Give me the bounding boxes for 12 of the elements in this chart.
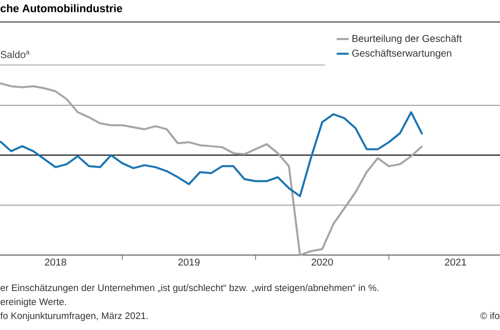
- text: ereinigte Werte.: [0, 298, 66, 307]
- x-tick-label: 2019: [178, 258, 200, 266]
- text: © ifo: [480, 312, 500, 320]
- x-tick-label: 2021: [444, 258, 466, 266]
- x-tick-label: 2020: [312, 258, 333, 266]
- text: er Einschätzungen der Unternehmen „ist gut/schlecht“ bzw. „wird steigen/abnehmen“ in %.: [0, 284, 378, 293]
- text: fo Konjunkturumfragen, März 2021.: [0, 312, 148, 321]
- chart-title: che Automobilindustrie: [0, 4, 122, 12]
- legend-label: Geschäftserwartungen: [352, 49, 452, 59]
- y-axis-title: Saldo$^{a}$: [0, 50, 30, 58]
- x-tick-label: 2018: [44, 258, 66, 266]
- legend-label: Beurteilung der Geschäft: [352, 34, 462, 44]
